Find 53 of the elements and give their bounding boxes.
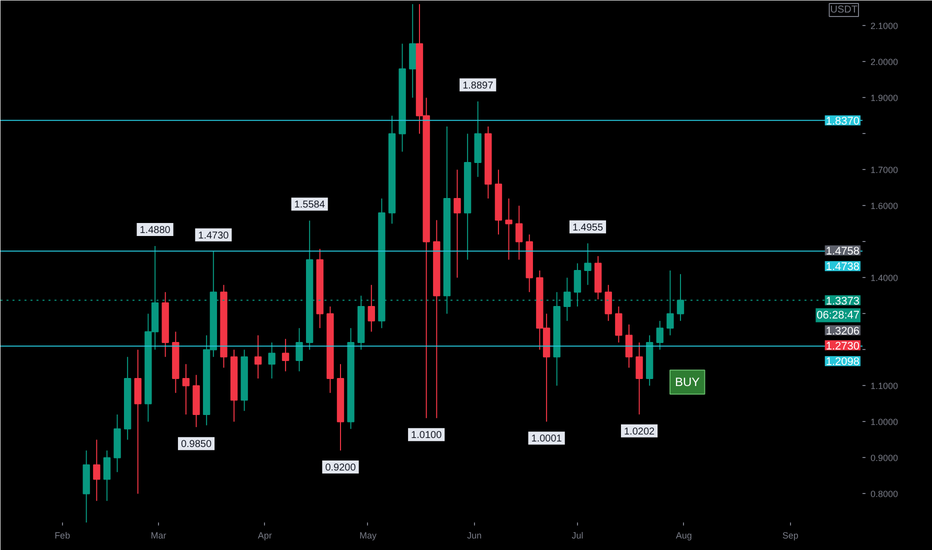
x-tick-label: Sep bbox=[782, 530, 798, 540]
annotation: BUY bbox=[675, 375, 700, 390]
ref-line-label: 1.4738 bbox=[826, 261, 860, 274]
candlestick bbox=[515, 205, 523, 260]
candlestick bbox=[282, 338, 290, 372]
y-tick-label: 0.8000 bbox=[870, 489, 898, 500]
y-axis-title: USDT bbox=[830, 4, 858, 16]
candlestick bbox=[368, 284, 375, 332]
candlestick bbox=[636, 342, 643, 415]
annotation: 1.0100 bbox=[411, 430, 442, 442]
y-tick-label: 1.7000 bbox=[870, 165, 898, 176]
y-tick-label: 1.4000 bbox=[870, 273, 898, 284]
annotation: 1.0202 bbox=[624, 426, 656, 438]
y-tick-label: 0.9000 bbox=[870, 453, 898, 464]
annotation: 1.4730 bbox=[198, 230, 230, 242]
annotation: 1.4955 bbox=[572, 222, 604, 234]
x-tick-label: May bbox=[359, 530, 377, 540]
annotation: 1.4758 bbox=[826, 245, 860, 258]
y-tick-label: 2.1000 bbox=[870, 21, 898, 32]
candlestick bbox=[296, 328, 303, 372]
annotation: 0.9200 bbox=[325, 462, 356, 474]
candlestick bbox=[604, 284, 612, 322]
y-tick-label: 1.1000 bbox=[870, 381, 898, 392]
x-tick-label: Feb bbox=[54, 530, 70, 540]
y-tick-label: 1.6000 bbox=[870, 201, 898, 212]
candlestick bbox=[254, 334, 262, 379]
ref-line-label: 1.8370 bbox=[826, 115, 860, 128]
annotation: 1.8897 bbox=[462, 80, 494, 92]
x-tick-label: Apr bbox=[258, 530, 272, 540]
candlestick bbox=[656, 320, 664, 350]
y-tick-label: 1.0000 bbox=[870, 417, 898, 428]
annotation: 1.3206 bbox=[826, 325, 860, 338]
annotation: 1.2730 bbox=[826, 340, 860, 352]
annotation: 1.5584 bbox=[294, 200, 326, 211]
annotation: 1.4880 bbox=[140, 225, 171, 236]
annotation: 06:28:47 bbox=[816, 309, 860, 322]
candlestick bbox=[454, 169, 461, 278]
candlestick bbox=[615, 306, 622, 343]
ref-line-label: 1.3373 bbox=[826, 295, 860, 308]
annotation: 0.9850 bbox=[180, 439, 212, 450]
annotation: 1.0001 bbox=[531, 434, 562, 445]
candlestick bbox=[584, 242, 592, 286]
y-tick-label: 1.9000 bbox=[870, 93, 898, 104]
x-tick-label: Jul bbox=[572, 530, 584, 540]
x-tick-label: Jun bbox=[467, 530, 482, 540]
candlestick bbox=[182, 364, 190, 415]
y-tick-label: 2.0000 bbox=[870, 57, 898, 68]
ref-line-label: 1.2098 bbox=[826, 356, 860, 368]
x-tick-label: Aug bbox=[676, 530, 692, 540]
candlestick bbox=[625, 324, 633, 368]
candlestick bbox=[268, 342, 276, 379]
candlestick bbox=[505, 198, 512, 260]
x-tick-label: Mar bbox=[150, 530, 166, 540]
